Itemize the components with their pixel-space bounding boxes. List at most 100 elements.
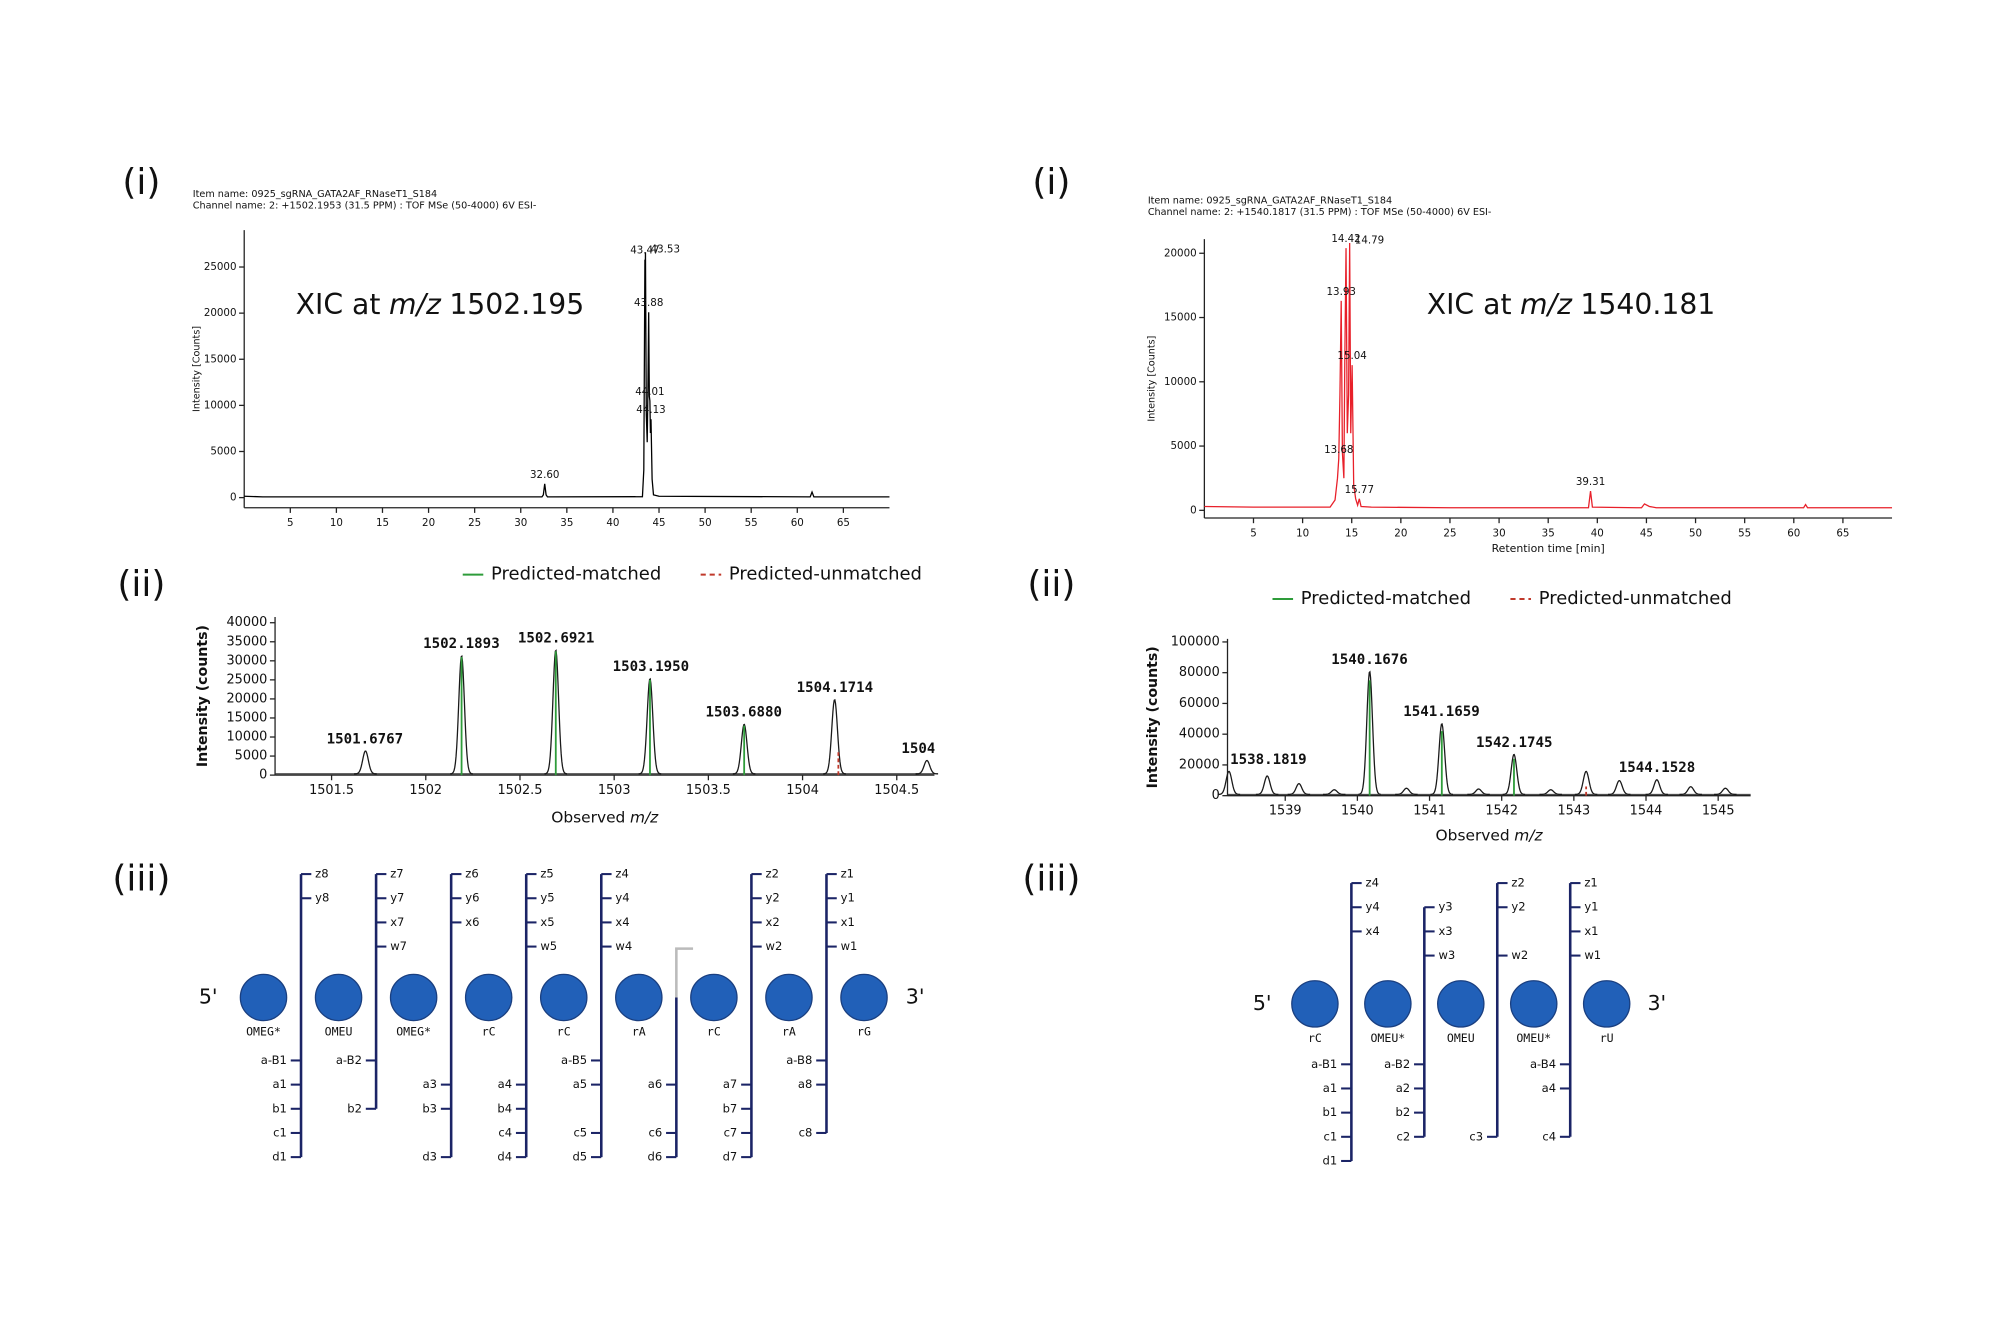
peak-label: 1540.1676 (1331, 652, 1408, 668)
fragment-label: c7 (724, 1125, 738, 1139)
nucleotide (690, 973, 738, 1022)
x-tick-label: 1545 (1702, 804, 1735, 819)
spectrum-peak (823, 698, 846, 775)
residue-label: OMEU (1447, 1031, 1475, 1045)
x-tick-label: 5 (287, 517, 294, 529)
nucleotide (389, 973, 438, 1022)
y-tick-label: 80000 (1179, 665, 1220, 680)
fragment-label: y4 (1366, 900, 1380, 914)
panel-label: (ii) (1027, 564, 1075, 605)
annotation-part: m/z (1520, 288, 1573, 321)
x-tick-label: 65 (837, 517, 850, 529)
fragment-label: x7 (390, 915, 404, 929)
nucleotide (239, 973, 288, 1022)
fragment-label: a1 (1323, 1081, 1337, 1095)
fragment-label: d6 (648, 1150, 663, 1164)
bond-bracket (675, 947, 694, 998)
fragment-label: c5 (573, 1125, 587, 1139)
x-tick-label: 1504 (786, 783, 819, 798)
peak-label: 14.42 (1331, 233, 1360, 245)
fragment-label: c6 (649, 1125, 663, 1139)
spectrum-peak (450, 654, 473, 775)
y-tick-label: 10000 (204, 399, 237, 411)
y-tick-label: 20000 (226, 691, 267, 706)
nucleotide (1291, 980, 1339, 1028)
x-tick-label: 40 (1591, 527, 1604, 539)
legend-label: Predicted-unmatched (729, 564, 922, 585)
peak-label: 1503.1950 (613, 659, 690, 675)
peak-label: 13.93 (1327, 286, 1356, 298)
x-tick-label: 55 (745, 517, 758, 529)
peak-label: 15.04 (1337, 350, 1366, 362)
fragment-label: y8 (315, 891, 329, 905)
peak-label: 1541.1659 (1403, 704, 1480, 720)
nucleotide (1437, 980, 1485, 1028)
annotation-part: XIC at (296, 288, 381, 321)
peak-label: 1502.6921 (518, 630, 595, 646)
nucleotide (840, 973, 888, 1022)
x-tick-label: 35 (1542, 527, 1555, 539)
chart-header: Channel name: 2: +1502.1953 (31.5 PPM) :… (193, 201, 537, 212)
peak-label: 1502.1893 (423, 636, 500, 652)
x-tick-label: 30 (1493, 527, 1506, 539)
spectrum-peak (638, 677, 662, 775)
annotation-part: 1540.181 (1580, 288, 1715, 321)
spectrum-peak (1467, 788, 1490, 796)
fragment-label: y2 (1511, 900, 1525, 914)
fragment-label: c3 (1469, 1129, 1483, 1143)
residue-label: rA (632, 1025, 646, 1039)
fragment-label: x5 (540, 915, 554, 929)
fragment-label: a-B2 (336, 1053, 362, 1067)
peak-label: 43.88 (634, 297, 663, 309)
fragment-label: z2 (766, 867, 779, 881)
x-tick-label: 1542 (1485, 804, 1518, 819)
residue-label: rG (857, 1025, 871, 1039)
fragment-label: z4 (1366, 876, 1379, 890)
annotation: XIC at m/z 1540.181 (1427, 288, 1716, 321)
x-tick-label: 20 (422, 517, 435, 529)
peak-label: 32.60 (530, 469, 559, 481)
fragment-label: a-B5 (561, 1053, 587, 1067)
y-tick-label: 0 (230, 492, 237, 504)
y-tick-label: 20000 (204, 307, 237, 319)
y-tick-label: 40000 (1179, 727, 1220, 742)
x-tick-label: 45 (1640, 527, 1653, 539)
fragment-label: w2 (766, 939, 783, 953)
x-tick-label: 1501.5 (309, 783, 354, 798)
legend-label: Predicted-unmatched (1539, 588, 1732, 609)
x-tick-label: 25 (1443, 527, 1456, 539)
fragment-label: z6 (465, 867, 478, 881)
residue-label: rC (1308, 1031, 1322, 1045)
fragment-label: w1 (841, 939, 858, 953)
fragment-label: d4 (497, 1150, 512, 1164)
y-tick-label: 10000 (1164, 376, 1197, 388)
fragment-label: x3 (1438, 924, 1452, 938)
peak-label: 1544.1528 (1619, 760, 1696, 776)
peak-label: 15.77 (1345, 484, 1374, 496)
peak-label: 1503.6880 (706, 705, 783, 721)
xic-trace (244, 252, 890, 498)
x-axis-title-part: m/z (1514, 826, 1543, 844)
y-tick-label: 5000 (1171, 440, 1197, 452)
x-tick-label: 10 (1296, 527, 1309, 539)
fragment-label: a4 (498, 1077, 512, 1091)
x-tick-label: 1541 (1413, 804, 1446, 819)
x-tick-label: 1503 (598, 783, 631, 798)
nucleotide (314, 973, 363, 1022)
fragment-label: b3 (422, 1101, 437, 1115)
y-tick-label: 0 (1212, 788, 1220, 803)
x-tick-label: 1539 (1269, 804, 1302, 819)
y-tick-label: 5000 (235, 749, 268, 764)
fragment-label: a8 (798, 1077, 812, 1091)
peak-label: 43.47 (630, 245, 659, 257)
y-tick-label: 30000 (226, 653, 267, 668)
y-tick-label: 25000 (204, 261, 237, 273)
fragment-label: b4 (497, 1101, 512, 1115)
spectrum-peak (1574, 770, 1598, 796)
x-tick-label: 35 (560, 517, 573, 529)
nucleotide (1364, 980, 1412, 1028)
fragment-label: y1 (841, 891, 855, 905)
peak-label: 44.01 (635, 386, 664, 398)
fragment-label: w5 (540, 939, 557, 953)
